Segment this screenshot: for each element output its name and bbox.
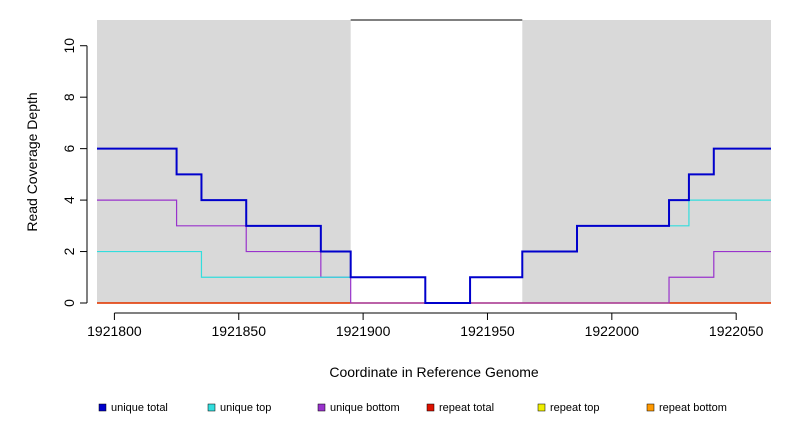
series-unique-total	[97, 147, 771, 304]
x-tick-label-4: 1922000	[585, 323, 640, 339]
x-tick-label-2: 1921900	[336, 323, 391, 339]
y-axis-title: Read Coverage Depth	[24, 92, 40, 231]
series-lines	[97, 147, 771, 304]
legend-swatch-3	[426, 403, 435, 412]
y-tick-label-2: 4	[61, 196, 77, 204]
legend-label-5: repeat bottom	[659, 402, 727, 414]
legend-swatch-0	[98, 403, 107, 412]
shaded-regions	[97, 20, 771, 303]
shaded-region-0	[97, 20, 351, 303]
x-tick-label-1: 1921850	[212, 323, 267, 339]
y-tick-label-1: 2	[61, 247, 77, 255]
y-tick-label-5: 10	[61, 38, 77, 54]
y-tick-label-4: 8	[61, 93, 77, 101]
y-tick-label-3: 6	[61, 145, 77, 153]
legend-label-4: repeat top	[550, 402, 600, 414]
shaded-region-1	[522, 20, 771, 303]
x-tick-label-0: 1921800	[87, 323, 142, 339]
legend-label-1: unique top	[220, 402, 271, 414]
legend-swatch-4	[537, 403, 546, 412]
legend-label-2: unique bottom	[330, 402, 400, 414]
legend-label-0: unique total	[111, 402, 168, 414]
legend-swatch-2	[317, 403, 326, 412]
legend-swatch-5	[646, 403, 655, 412]
legend-label-3: repeat total	[439, 402, 494, 414]
x-axis-title: Coordinate in Reference Genome	[329, 364, 539, 380]
legend: unique total unique top unique bottom repea…	[98, 402, 727, 414]
y-tick-label-0: 0	[61, 299, 77, 307]
legend-swatch-1	[207, 403, 216, 412]
x-tick-label-5: 1922050	[709, 323, 764, 339]
x-tick-label-3: 1921950	[460, 323, 515, 339]
axes: 1921800 1921850 1921900 1921950 1922000 19220…	[61, 38, 764, 339]
